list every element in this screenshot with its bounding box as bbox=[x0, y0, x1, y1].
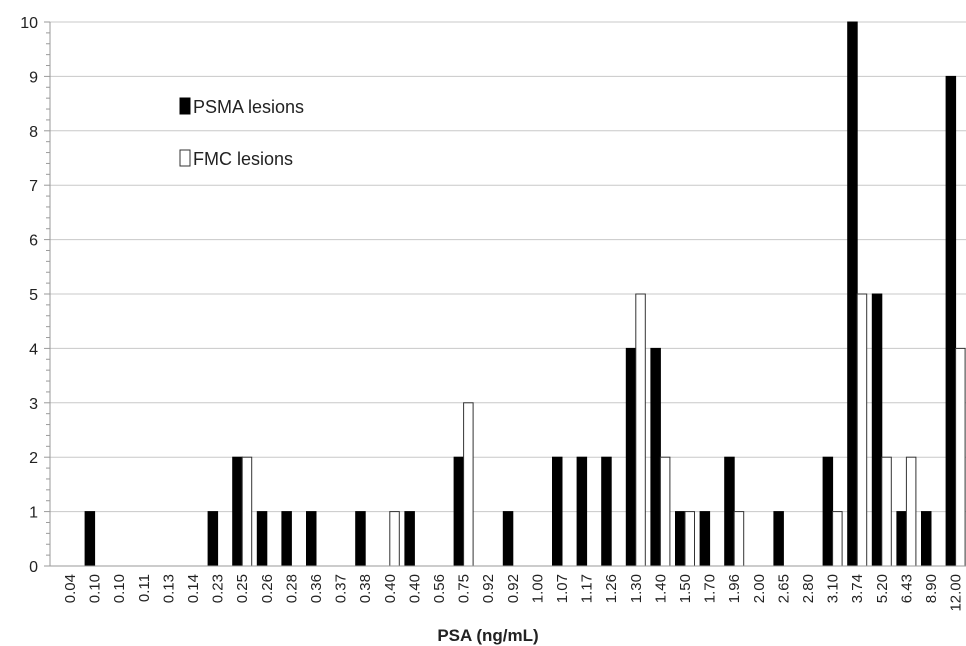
bar-fmc-31 bbox=[832, 511, 843, 567]
legend-label-fmc: FMC lesions bbox=[193, 149, 293, 169]
x-tick-label: 1.30 bbox=[628, 574, 645, 603]
y-tick-label: 7 bbox=[29, 178, 38, 195]
x-tick-label: 0.28 bbox=[283, 574, 300, 603]
x-tick-label: 0.11 bbox=[136, 574, 153, 602]
x-tick-label: 0.36 bbox=[308, 574, 325, 603]
bar-psma-20 bbox=[552, 456, 563, 567]
x-tick-label: 0.56 bbox=[431, 574, 448, 603]
x-tick-label: 0.04 bbox=[62, 574, 79, 603]
x-tick-label: 0.40 bbox=[406, 574, 423, 603]
bar-psma-18 bbox=[502, 511, 514, 567]
y-tick-label: 10 bbox=[20, 15, 38, 32]
x-tick-label: 0.40 bbox=[382, 574, 399, 603]
bar-psma-29 bbox=[773, 511, 784, 567]
x-tick-label: 8.90 bbox=[923, 574, 940, 603]
bar-psma-14 bbox=[404, 511, 415, 567]
bar-psma-6 bbox=[207, 511, 219, 567]
y-axis-minor-ticks bbox=[44, 21, 50, 567]
x-tick-label: 2.80 bbox=[800, 574, 817, 603]
x-tick-label: 1.70 bbox=[702, 574, 719, 603]
x-tick-label: 0.23 bbox=[210, 574, 227, 603]
bar-fmc-32 bbox=[856, 293, 868, 567]
x-tick-label: 0.13 bbox=[160, 574, 177, 603]
x-tick-label: 0.10 bbox=[111, 574, 128, 603]
bar-psma-9 bbox=[281, 511, 292, 567]
x-axis-label: PSA (ng/mL) bbox=[437, 626, 538, 645]
bar-psma-25 bbox=[675, 511, 686, 567]
bar-psma-24 bbox=[650, 347, 661, 567]
y-tick-label: 4 bbox=[29, 341, 38, 358]
x-axis-tick-labels: 0.04 0.10 0.10 0.11 0.13 0.14 0.23 0.25 0.26 0.28… bbox=[62, 574, 965, 612]
bar-psma-7 bbox=[232, 456, 243, 567]
bar-psma-10 bbox=[306, 511, 317, 567]
legend-swatch-psma bbox=[179, 97, 191, 115]
x-tick-label: 0.25 bbox=[234, 574, 251, 603]
bar-fmc-16 bbox=[463, 402, 474, 567]
x-tick-label: 0.14 bbox=[185, 574, 202, 603]
x-tick-label: 6.43 bbox=[898, 574, 915, 603]
bar-fmc-34 bbox=[905, 456, 917, 567]
y-tick-label: 8 bbox=[29, 124, 38, 141]
bar-psma-21 bbox=[576, 456, 588, 567]
bar-psma-34 bbox=[896, 511, 907, 567]
bar-psma-16 bbox=[453, 456, 465, 567]
bar-psma-27 bbox=[724, 456, 735, 567]
grid-lines bbox=[50, 21, 966, 513]
legend: PSMA lesions FMC lesions bbox=[179, 97, 304, 169]
bar-fmc-13 bbox=[389, 511, 400, 567]
bar-psma-31 bbox=[822, 456, 834, 567]
bar-psma-32 bbox=[847, 21, 858, 567]
bar-psma-8 bbox=[256, 511, 268, 567]
bar-fmc-33 bbox=[881, 456, 892, 567]
legend-swatch-fmc bbox=[179, 149, 191, 167]
bar-psma-22 bbox=[601, 456, 612, 567]
x-tick-label: 2.00 bbox=[751, 574, 768, 603]
x-tick-label: 0.92 bbox=[480, 574, 497, 603]
y-tick-label: 6 bbox=[29, 233, 38, 250]
x-tick-label: 3.74 bbox=[849, 574, 866, 603]
y-tick-label: 1 bbox=[29, 505, 38, 522]
x-tick-label: 2.65 bbox=[775, 574, 792, 603]
bar-fmc-23 bbox=[635, 293, 646, 567]
bar-psma-1 bbox=[84, 511, 96, 567]
bar-psma-12 bbox=[355, 511, 366, 567]
x-tick-label: 0.10 bbox=[87, 574, 104, 603]
y-tick-label: 9 bbox=[29, 69, 38, 86]
x-tick-label: 0.38 bbox=[357, 574, 374, 603]
x-tick-label: 0.26 bbox=[259, 574, 276, 603]
x-tick-label: 3.10 bbox=[825, 574, 842, 603]
y-tick-label: 0 bbox=[29, 559, 38, 576]
y-tick-label: 2 bbox=[29, 450, 38, 467]
x-tick-label: 0.75 bbox=[456, 574, 473, 603]
bar-psma-23 bbox=[625, 347, 637, 567]
x-tick-label: 1.00 bbox=[529, 574, 546, 603]
bar-psma-26 bbox=[699, 511, 711, 567]
x-tick-label: 5.20 bbox=[874, 574, 891, 603]
bar-fmc-36 bbox=[955, 347, 966, 567]
bar-psma-36 bbox=[945, 75, 957, 567]
x-tick-label: 0.92 bbox=[505, 574, 522, 603]
bar-fmc-27 bbox=[733, 511, 745, 567]
x-tick-label: 1.07 bbox=[554, 574, 571, 603]
x-tick-label: 1.26 bbox=[603, 574, 620, 603]
x-tick-label: 1.17 bbox=[579, 574, 596, 603]
x-tick-label: 1.40 bbox=[652, 574, 669, 603]
x-tick-label: 1.96 bbox=[726, 574, 743, 603]
bar-psma-35 bbox=[921, 511, 932, 567]
y-tick-label: 3 bbox=[29, 396, 38, 413]
bar-fmc-24 bbox=[659, 456, 671, 567]
bar-fmc-7 bbox=[241, 456, 253, 567]
legend-label-psma: PSMA lesions bbox=[193, 97, 304, 117]
bar-psma-33 bbox=[871, 293, 883, 567]
x-tick-label: 0.37 bbox=[333, 574, 350, 603]
bar-fmc-25 bbox=[684, 511, 695, 567]
x-tick-label: 1.50 bbox=[677, 574, 694, 603]
x-tick-label: 12.00 bbox=[948, 574, 965, 612]
y-tick-label: 5 bbox=[29, 287, 38, 304]
y-axis-tick-labels: 0 1 2 3 4 5 6 7 8 9 10 bbox=[20, 15, 38, 576]
